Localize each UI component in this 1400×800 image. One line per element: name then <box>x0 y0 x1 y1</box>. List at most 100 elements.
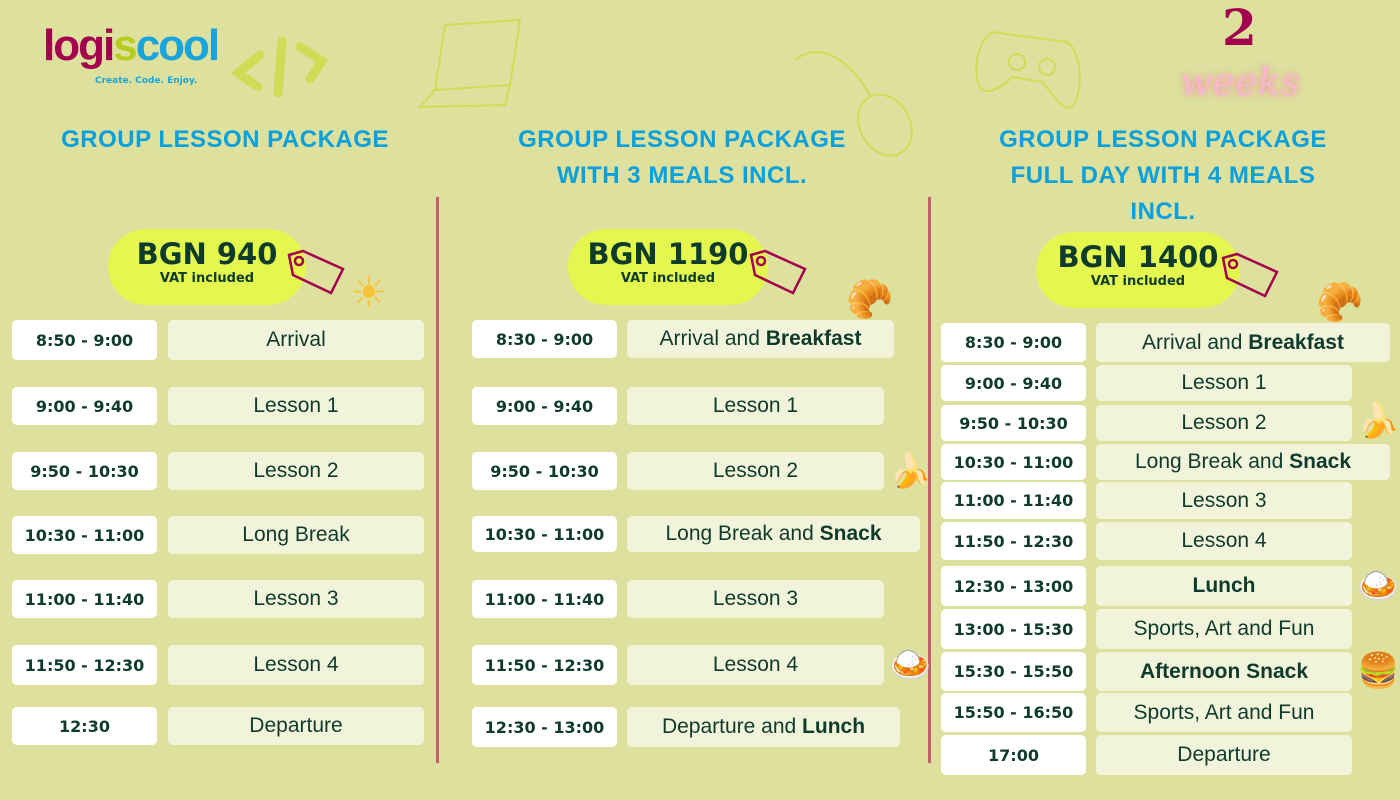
time-slot: 11:50 - 12:30 <box>12 645 157 685</box>
activity-text: Arrival and <box>659 327 766 350</box>
package-title-line: GROUP LESSON PACKAGE <box>518 126 846 153</box>
activity-text: Lesson 3 <box>1181 488 1267 512</box>
time-slot: 9:00 - 9:40 <box>12 387 157 425</box>
time-slot: 11:50 - 12:30 <box>941 522 1086 560</box>
activity-label: Lesson 3 <box>627 580 884 618</box>
activity-text: Departure and <box>661 715 803 738</box>
activity-label: Lesson 3 <box>168 580 424 618</box>
package-title-line: WITH 3 MEALS INCL. <box>556 162 808 189</box>
package-title: GROUP LESSON PACKAGE WITH 3 MEALS INCL. <box>467 122 897 194</box>
mouse-icon <box>794 51 913 157</box>
activity-meal: Breakfast <box>1248 330 1344 354</box>
two-weeks-badge: 2 weeks <box>1180 0 1301 104</box>
lunch-plate-icon: 🍛 <box>1357 566 1400 606</box>
activity-meal: Snack <box>819 522 882 545</box>
laptop-icon <box>417 18 522 109</box>
logo-tagline: Create. Code. Enjoy. <box>95 76 198 86</box>
activity-label: Lunch <box>1096 566 1352 606</box>
activity-text: Departure <box>1177 743 1271 766</box>
activity-label: Arrival and Breakfast <box>1096 323 1390 362</box>
activity-label: Afternoon Snack <box>1096 652 1352 691</box>
activity-meal: Lunch <box>1192 574 1256 597</box>
time-slot: 10:30 - 11:00 <box>941 444 1086 480</box>
vat-note: VAT included <box>1090 274 1186 289</box>
time-slot: 9:50 - 10:30 <box>12 452 157 490</box>
column-divider <box>928 197 931 763</box>
time-slot: 12:30 - 13:00 <box>941 566 1086 606</box>
time-slot: 12:30 <box>12 707 157 745</box>
activity-label: Lesson 1 <box>168 387 424 425</box>
lunch-plate-icon: 🍛 <box>889 645 932 685</box>
activity-text: Sports, Art and Fun <box>1133 617 1315 640</box>
time-slot: 10:30 - 11:00 <box>472 516 617 552</box>
activity-text: Lesson 4 <box>1181 529 1267 552</box>
activity-label: Lesson 3 <box>1096 482 1352 519</box>
time-slot: 9:00 - 9:40 <box>472 387 617 425</box>
time-slot: 11:50 - 12:30 <box>472 645 617 685</box>
package-title-line: GROUP LESSON PACKAGE <box>61 126 389 153</box>
time-slot: 8:30 - 9:00 <box>941 323 1086 362</box>
activity-text: Long Break and <box>665 522 820 545</box>
activity-label: Lesson 2 <box>168 452 424 490</box>
time-slot: 11:00 - 11:40 <box>941 482 1086 519</box>
activity-text: Lesson 1 <box>253 394 339 417</box>
package-title: GROUP LESSON PACKAGE <box>10 122 440 158</box>
logiscool-logo: logiscool Create. Code. Enjoy. <box>43 21 220 87</box>
sun-icon: ☀ <box>350 268 388 317</box>
price-pill: BGN 1400 VAT included <box>1036 232 1240 308</box>
activity-text: Long Break <box>242 523 350 546</box>
activity-label: Sports, Art and Fun <box>1096 609 1352 649</box>
activity-meal: Lunch <box>802 715 866 738</box>
activity-text: Lesson 2 <box>712 459 799 482</box>
code-brackets-icon <box>230 36 329 98</box>
time-slot: 11:00 - 11:40 <box>12 580 157 618</box>
vat-note: VAT included <box>159 271 255 286</box>
time-slot: 13:00 - 15:30 <box>941 609 1086 649</box>
afternoon-snack-icon: 🍔 <box>1357 651 1400 691</box>
activity-label: Arrival and Breakfast <box>627 320 894 358</box>
activity-label: Long Break and Snack <box>627 516 920 552</box>
activity-meal: Afternoon Snack <box>1139 659 1309 683</box>
package-title-line: FULL DAY WITH 4 MEALS <box>1010 162 1316 189</box>
package-title-line: INCL. <box>1130 198 1196 225</box>
activity-text: Lesson 3 <box>253 587 339 610</box>
activity-label: Departure <box>168 707 424 745</box>
price-tag-icon <box>749 249 807 295</box>
activity-text: Lesson 1 <box>1181 371 1267 394</box>
price-pill: BGN 940 VAT included <box>108 229 306 305</box>
activity-meal: Snack <box>1289 450 1351 473</box>
activity-text: Arrival <box>266 328 326 351</box>
activity-text: Departure <box>249 714 343 737</box>
activity-text: Lesson 2 <box>1181 411 1267 434</box>
activity-label: Departure and Lunch <box>627 707 900 747</box>
activity-text: Lesson 4 <box>253 653 339 676</box>
time-slot: 9:50 - 10:30 <box>941 405 1086 441</box>
price-tag-icon <box>1221 252 1279 298</box>
activity-text: Lesson 4 <box>712 653 799 676</box>
time-slot: 10:30 - 11:00 <box>12 516 157 554</box>
activity-text: Arrival and <box>1142 330 1249 354</box>
snack-icon: 🍌 <box>889 451 932 491</box>
activity-text: Lesson 3 <box>712 587 799 610</box>
activity-text: Long Break and <box>1135 450 1290 473</box>
time-slot: 15:30 - 15:50 <box>941 652 1086 691</box>
activity-meal: Breakfast <box>765 327 862 350</box>
time-slot: 11:00 - 11:40 <box>472 580 617 618</box>
price-pill: BGN 1190 VAT included <box>568 229 768 305</box>
croissant-icon: 🥐 <box>846 277 894 321</box>
activity-label: Lesson 4 <box>627 645 884 685</box>
time-slot: 17:00 <box>941 735 1086 775</box>
gamepad-icon <box>975 30 1081 109</box>
croissant-icon: 🥐 <box>1316 280 1364 324</box>
activity-label: Lesson 1 <box>1096 365 1352 401</box>
activity-label: Arrival <box>168 320 424 360</box>
price-value: BGN 1190 <box>587 237 749 271</box>
activity-label: Lesson 4 <box>168 645 424 685</box>
price-value: BGN 1400 <box>1057 240 1219 274</box>
column-divider <box>436 197 439 763</box>
activity-text: Lesson 2 <box>253 459 339 482</box>
activity-label: Departure <box>1096 735 1352 775</box>
activity-text: Sports, Art and Fun <box>1133 700 1315 724</box>
time-slot: 8:50 - 9:00 <box>12 320 157 360</box>
package-title-line: GROUP LESSON PACKAGE <box>999 126 1327 153</box>
